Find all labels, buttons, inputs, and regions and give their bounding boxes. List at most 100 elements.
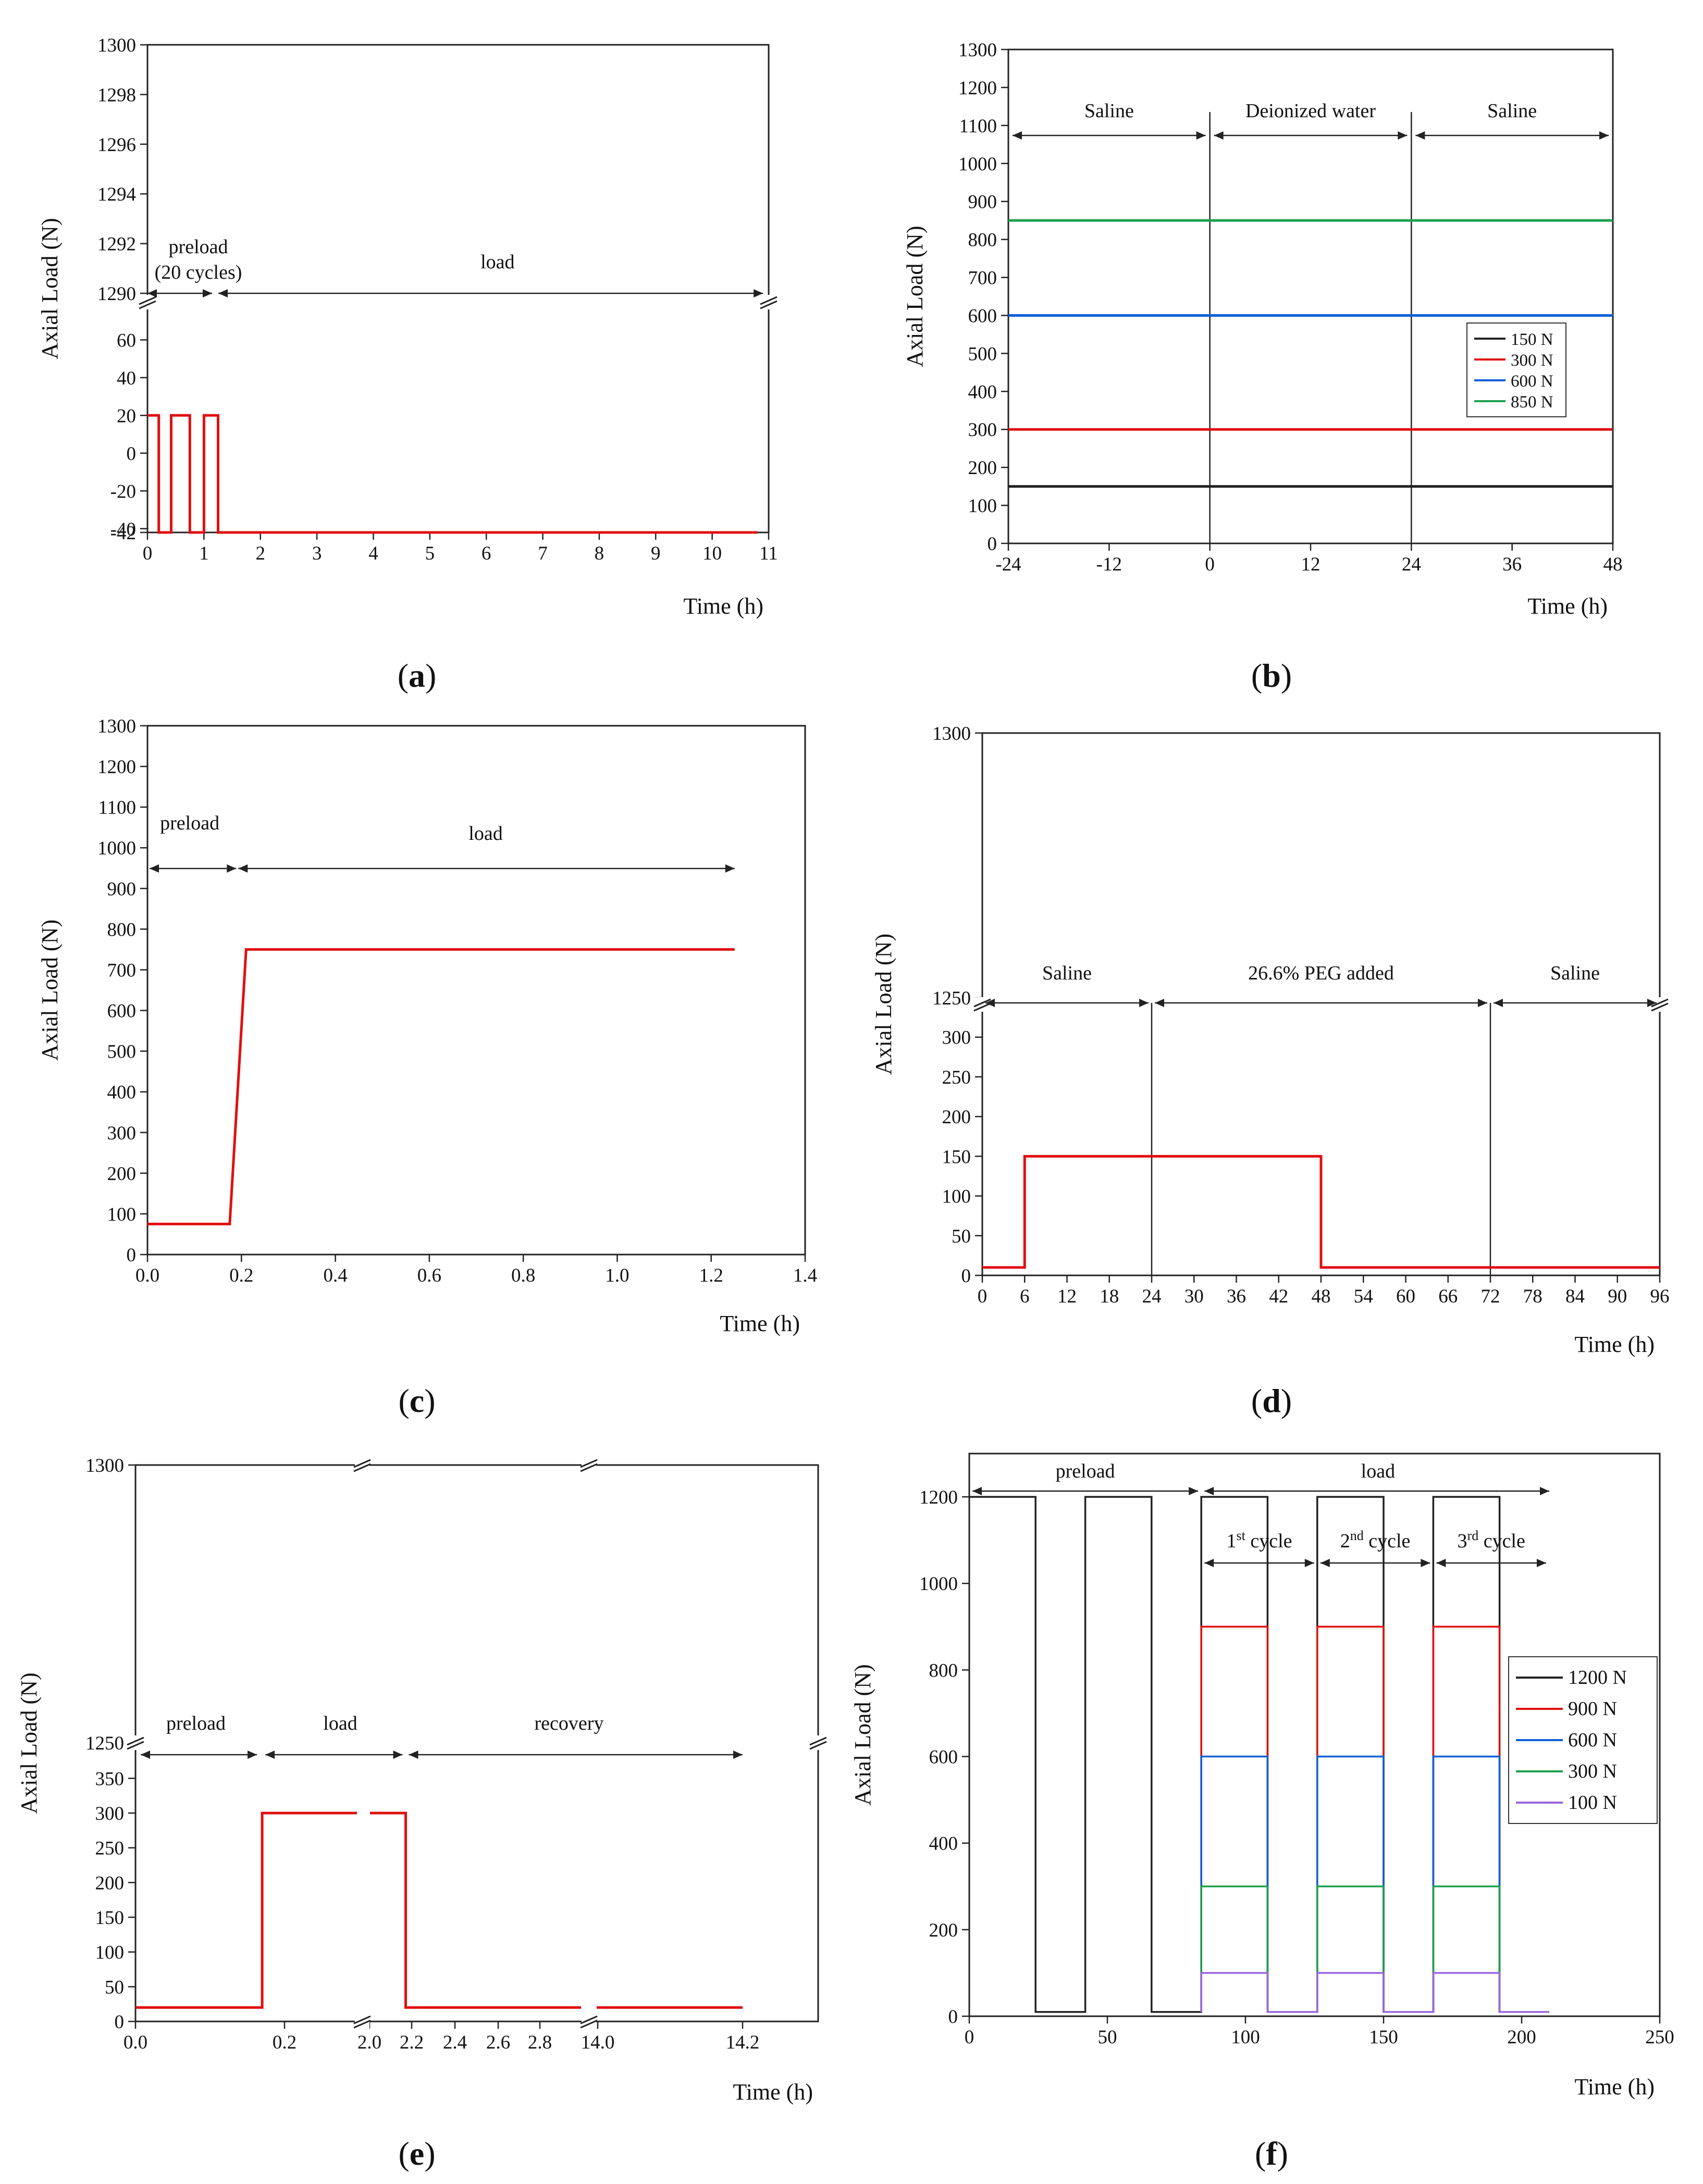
annotation-text: preload [166, 1713, 226, 1734]
y-tick-label: 1296 [97, 134, 136, 156]
x-tick-label: 2.2 [400, 2032, 424, 2053]
y-tick-label: 500 [107, 1041, 137, 1063]
y-tick-label: 1000 [919, 1573, 958, 1595]
x-tick-label: 11 [759, 543, 778, 564]
x-tick-label: 2.4 [443, 2032, 467, 2053]
x-tick-label: 36 [1502, 554, 1522, 575]
x-tick-label: 1 [199, 543, 209, 564]
panel-label-text: (d) [1251, 1382, 1292, 1419]
cycle-arrow-head-left [1204, 1559, 1214, 1567]
x-tick-label: 1.2 [699, 1265, 723, 1286]
cycle-label: 3rd cycle [1458, 1528, 1525, 1552]
axis-break-right-stroke-2 [760, 300, 778, 309]
y-tick-label: 60 [117, 330, 136, 351]
panel-letter: a [409, 657, 425, 694]
x-tick-label: 1.0 [605, 1265, 629, 1286]
x-tick-label: 24 [1142, 1286, 1162, 1307]
annotation-text: preload [169, 236, 228, 258]
cycle-label: 1st cycle [1227, 1528, 1292, 1552]
series-line [969, 1496, 1549, 2013]
axis-break-left-stroke-2 [139, 300, 156, 309]
x-tick-label: 0.8 [511, 1265, 535, 1286]
y-tick-label: 100 [942, 1186, 971, 1208]
y-tick-label: 150 [942, 1146, 971, 1168]
annotation-text: (20 cycles) [155, 262, 242, 283]
y-axis-label: Axial Load (N) [37, 920, 63, 1061]
axis-break-right-stroke-2 [1651, 1002, 1669, 1012]
x-tick-label: 10 [702, 543, 722, 564]
x-tick-label: 0.2 [229, 1265, 253, 1286]
x-tick-label: 54 [1354, 1286, 1373, 1307]
legend-entry: 600 N [1511, 372, 1553, 391]
plot-frame [1007, 48, 1614, 544]
load-arrow-head-right [1540, 1487, 1549, 1495]
axis-break-bottom-stroke-1 [353, 2015, 371, 2025]
y-tick-label: 500 [968, 343, 997, 365]
load-arrow-head-right [393, 1751, 403, 1759]
cycle-arrow-head-right [1537, 1559, 1546, 1567]
x-tick-label: 6 [482, 543, 491, 564]
series-line [1200, 1885, 1549, 2013]
y-tick-label: 100 [95, 1942, 125, 1964]
chart-panel-b: -24 -12 0 12 24 36 48 0 100 200 300 400 500 600 700 800… [902, 40, 1623, 619]
y-tick-label: 600 [929, 1747, 958, 1768]
load-arrow-head-right [725, 864, 735, 873]
x-tick-label: 0 [143, 543, 153, 564]
annotation-text: Saline [1084, 100, 1134, 122]
x-tick-label: 100 [1231, 2027, 1260, 2048]
cycle-arrow-head-right [1304, 1559, 1314, 1567]
phase-arrow-head-right [1478, 999, 1487, 1007]
phase-arrow-head-right [1599, 131, 1609, 140]
phase-arrow-head-right [1647, 999, 1657, 1007]
phase-arrow-head-right [1196, 131, 1206, 140]
y-tick-label: 1000 [958, 154, 997, 175]
annotation-text: 26.6% PEG added [1248, 962, 1394, 984]
y-tick-label: 300 [942, 1027, 971, 1049]
y-tick-label: 1250 [932, 988, 971, 1009]
cycle-word: cycle [1364, 1530, 1411, 1552]
x-tick-label: 7 [538, 543, 548, 564]
x-tick-label: 0.6 [417, 1265, 441, 1286]
annotation-text: preload [1056, 1460, 1115, 1482]
x-tick-label: 9 [651, 543, 661, 564]
legend-entry: 850 N [1511, 393, 1553, 412]
x-tick-label: 24 [1402, 554, 1421, 575]
paren-open: ( [1251, 657, 1262, 694]
y-tick-label: 1000 [97, 838, 136, 859]
legend-entry: 900 N [1568, 1698, 1617, 1720]
plot-frame [146, 725, 806, 1256]
axis-break-bottom-stroke-2 [580, 2019, 598, 2029]
series-line [1200, 1755, 1549, 2013]
panel-label-text: (e) [398, 2135, 435, 2172]
paren-open: ( [398, 657, 409, 694]
axis-break-bottom-stroke-2 [353, 2019, 371, 2029]
y-axis-label: Axial Load (N) [871, 934, 896, 1075]
paren-close: ) [1281, 657, 1292, 694]
axis-break-top-stroke-1 [353, 1459, 371, 1468]
series-line [982, 1155, 1660, 1269]
x-tick-label: 5 [425, 543, 435, 564]
x-axis-label: Time (h) [1574, 1332, 1655, 1357]
x-tick-label: 30 [1184, 1286, 1204, 1307]
chart-panel-c: 0.0 0.2 0.4 0.6 0.8 1.0 1.2 1.4 0 100 200 300 400 500… [37, 716, 817, 1336]
cycle-ordinal: 2 [1340, 1530, 1350, 1552]
y-tick-label: 50 [952, 1226, 971, 1247]
y-tick-label: 300 [95, 1803, 125, 1825]
axis-break-right-stroke-1 [760, 296, 778, 305]
x-tick-label: 14.0 [581, 2032, 615, 2053]
x-tick-label: 60 [1396, 1286, 1415, 1307]
x-tick-label: -24 [995, 554, 1021, 575]
legend-entry: 300 N [1568, 1760, 1617, 1782]
x-tick-label: 200 [1507, 2027, 1536, 2048]
plot-frame [134, 1464, 819, 2022]
x-tick-label: 14.2 [726, 2032, 760, 2053]
x-tick-label: 6 [1020, 1286, 1030, 1307]
y-tick-label: 1300 [85, 1455, 124, 1476]
cycle-word: cycle [1478, 1530, 1525, 1552]
y-tick-label: 1100 [98, 797, 136, 818]
cycle-ordinal-suffix: st [1237, 1528, 1246, 1543]
preload-arrow-head-left [147, 289, 157, 297]
preload-arrow-head-right [227, 864, 237, 873]
paren-close: ) [1281, 1382, 1292, 1419]
phase-arrow-head-left [1415, 131, 1425, 140]
